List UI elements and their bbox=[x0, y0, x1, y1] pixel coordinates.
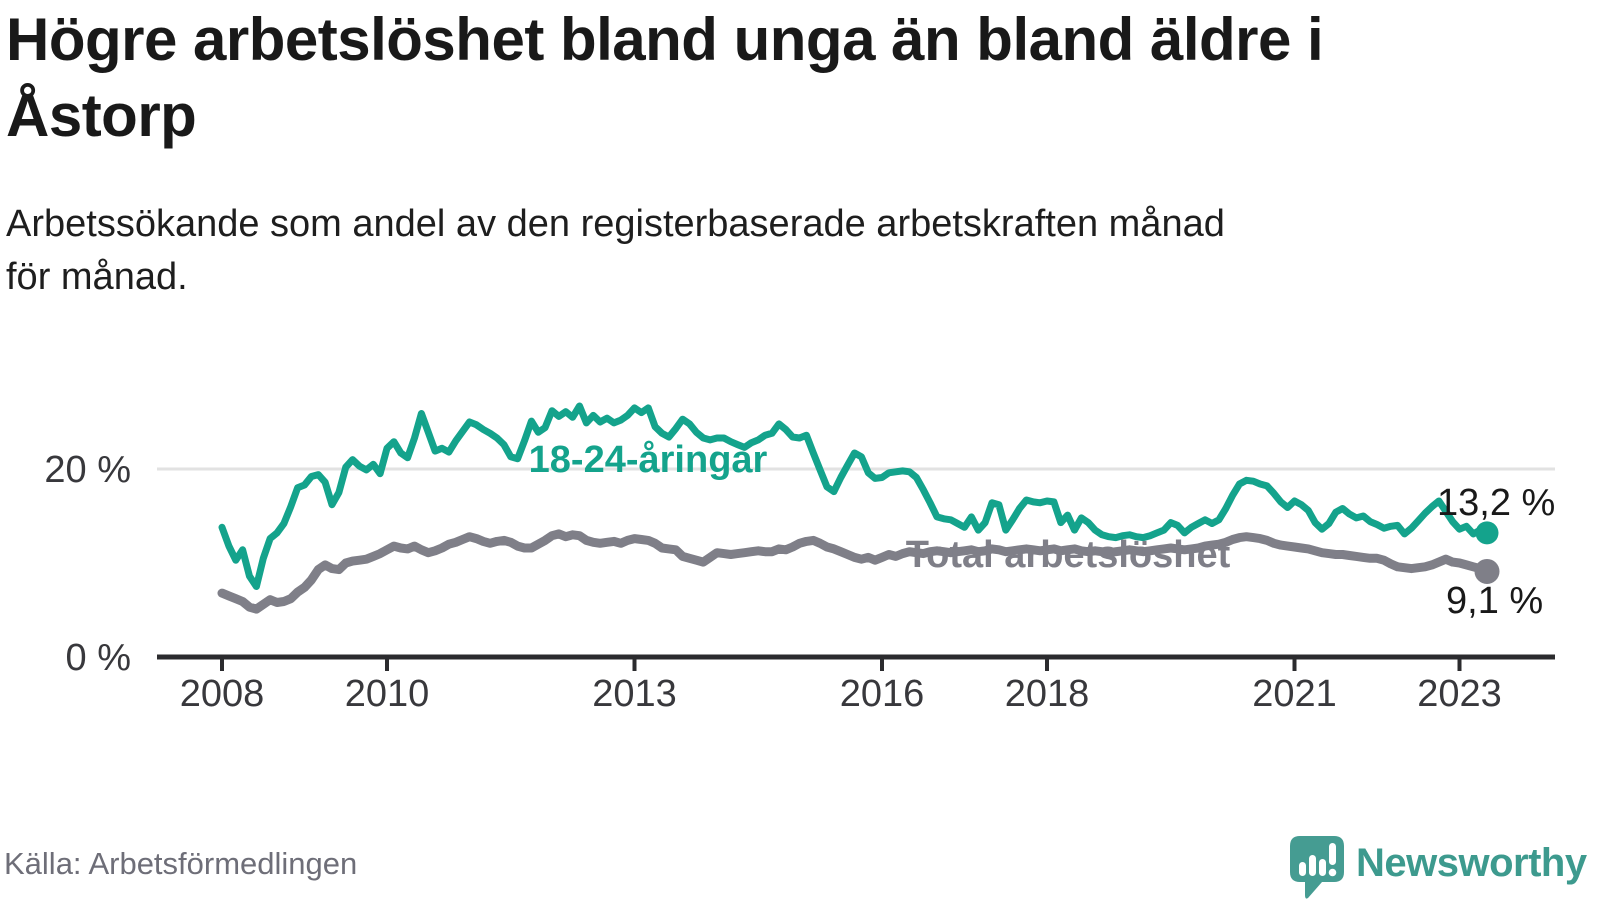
newsworthy-logo: Newsworthy bbox=[1286, 834, 1587, 900]
series-line-0 bbox=[218, 402, 1491, 590]
series-label-0: 18-24-åringar bbox=[529, 439, 768, 481]
source-note: Källa: Arbetsförmedlingen bbox=[4, 846, 358, 881]
page-title: Högre arbetslöshet bland unga än bland ä… bbox=[6, 6, 1324, 149]
series-line-1 bbox=[217, 529, 1492, 614]
x-axis-ticks bbox=[220, 657, 1462, 671]
logo-speech-bubble bbox=[1290, 836, 1344, 899]
x-axis-tick-labels: 2008 2010 2013 2016 2018 2021 2023 bbox=[180, 673, 1502, 715]
y-tick-label-0: 0 % bbox=[66, 637, 131, 679]
newsworthy-logo-text: Newsworthy bbox=[1356, 841, 1587, 885]
series-end-dot-0 bbox=[1475, 521, 1499, 545]
x-tick-label-2008: 2008 bbox=[180, 673, 265, 715]
x-tick-label-2016: 2016 bbox=[840, 673, 925, 715]
series-end-dot-1 bbox=[1474, 558, 1500, 584]
line-chart: 2008 2010 2013 2016 2018 2021 2023 0 % 20 % 18-… bbox=[44, 402, 1556, 715]
x-tick-label-2023: 2023 bbox=[1417, 673, 1502, 715]
logo-exclamation-dot bbox=[1328, 868, 1337, 877]
y-axis-tick-labels: 0 % 20 % bbox=[44, 449, 131, 679]
logo-bar-1 bbox=[1299, 862, 1306, 876]
y-tick-label-20: 20 % bbox=[44, 449, 131, 491]
series-label-1: Total arbetslöshet bbox=[906, 534, 1231, 576]
x-tick-label-2018: 2018 bbox=[1005, 673, 1090, 715]
logo-bar-2 bbox=[1309, 855, 1316, 876]
series-end-value-1: 9,1 % bbox=[1446, 580, 1543, 622]
x-tick-label-2021: 2021 bbox=[1252, 673, 1337, 715]
newsworthy-logo-icon bbox=[1290, 836, 1344, 899]
logo-exclamation-bar bbox=[1329, 843, 1336, 865]
x-tick-label-2010: 2010 bbox=[345, 673, 430, 715]
x-tick-label-2013: 2013 bbox=[592, 673, 677, 715]
logo-bar-3 bbox=[1319, 859, 1326, 876]
page-subtitle: Arbetssökande som andel av den registerb… bbox=[6, 203, 1225, 299]
series-end-value-0: 13,2 % bbox=[1437, 482, 1555, 524]
series-lines bbox=[217, 402, 1492, 614]
series-labels-and-endpoints: 18-24-åringar 13,2 % Total arbetslöshet 9,1… bbox=[529, 439, 1556, 622]
